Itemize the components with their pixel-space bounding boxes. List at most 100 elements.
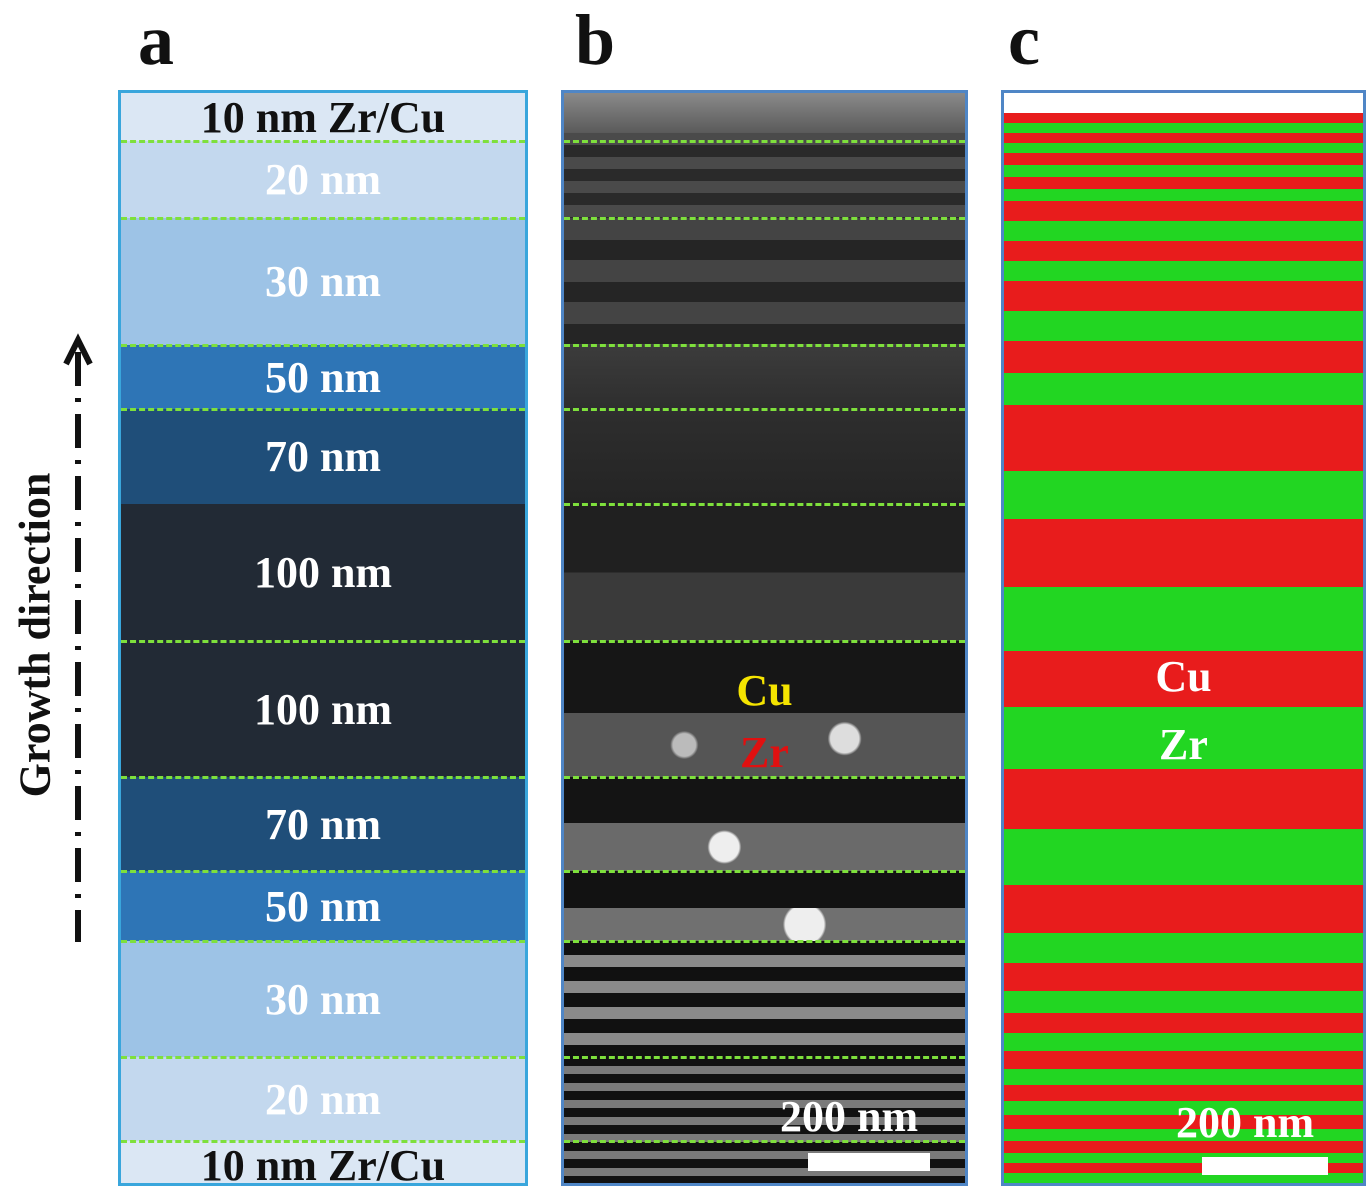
- growth-direction-label: Growth direction: [10, 472, 60, 798]
- cu-stripe: [1004, 769, 1363, 831]
- zr-stripe: [1004, 373, 1363, 405]
- zr-stripe: [1004, 1069, 1363, 1085]
- cu-stripe: [1004, 153, 1363, 165]
- tem-band-10: [564, 871, 965, 908]
- zr-stripe: [1004, 1129, 1363, 1141]
- tem-band-9: [564, 823, 965, 871]
- tem-band-12: [564, 941, 965, 1057]
- cu-stripe: [1004, 133, 1363, 143]
- cu-stripe: [1004, 1051, 1363, 1069]
- layer-boundary-line: [121, 940, 525, 943]
- tem-band-4: [564, 409, 965, 504]
- tem-boundary-line: [564, 870, 965, 873]
- cu-stripe: [1004, 281, 1363, 311]
- cu-stripe: [1004, 405, 1363, 471]
- label-cu-map: Cu: [1155, 652, 1212, 701]
- layer-11: 20 nm: [121, 1057, 525, 1141]
- scale-bar-label-c: 200 nm: [1176, 1098, 1315, 1147]
- layer-10: 30 nm: [121, 941, 525, 1057]
- tem-band-1: [564, 133, 965, 218]
- growth-direction-arrow: [63, 333, 93, 942]
- cu-stripe: [1004, 885, 1363, 933]
- layer-9: 50 nm: [121, 871, 525, 941]
- panel-letter-b: b: [575, 0, 616, 80]
- zr-stripe: [1004, 143, 1363, 153]
- layer-8: 70 nm: [121, 777, 525, 871]
- tem-boundary-line: [564, 940, 965, 943]
- tem-boundary-line: [564, 217, 965, 220]
- zr-stripe: [1004, 829, 1363, 885]
- cu-stripe: [1004, 241, 1363, 261]
- tem-band-2: [564, 218, 965, 345]
- cu-stripe: [1004, 1141, 1363, 1153]
- tem-top-region: [564, 93, 965, 133]
- tem-boundary-line: [564, 1140, 965, 1143]
- cu-stripe: [1004, 341, 1363, 373]
- panel-a-schematic: 10 nm Zr/Cu 20 nm 30 nm 50 nm 70 nm 100 nm 100…: [118, 90, 528, 1186]
- zr-stripe: [1004, 189, 1363, 201]
- tem-band-7: [564, 713, 965, 777]
- panel-letter-a: a: [138, 0, 174, 80]
- zr-stripe: [1004, 261, 1363, 281]
- cu-stripe: [1004, 113, 1363, 123]
- zr-stripe: [1004, 1101, 1363, 1115]
- layer-boundary-line: [121, 408, 525, 411]
- tem-band-5: [564, 504, 965, 641]
- layer-7: 100 nm: [121, 641, 525, 777]
- zr-stripe: [1004, 933, 1363, 963]
- layer-5: 70 nm: [121, 409, 525, 504]
- panel-letter-c: c: [1008, 0, 1040, 80]
- cu-stripe: [1004, 963, 1363, 991]
- layer-3: 30 nm: [121, 218, 525, 345]
- zr-stripe: [1004, 311, 1363, 341]
- layer-6: 100 nm: [121, 504, 525, 641]
- layer-boundary-line: [121, 1056, 525, 1059]
- cu-stripe: [1004, 1085, 1363, 1101]
- zr-stripe: [1004, 471, 1363, 519]
- tem-band-8: [564, 777, 965, 823]
- layer-2: 20 nm: [121, 141, 525, 218]
- tem-boundary-line: [564, 503, 965, 506]
- label-cu-tem: Cu: [736, 666, 793, 715]
- zr-stripe: [1004, 991, 1363, 1013]
- panel-b-tem-image: Cu Zr 200 nm: [561, 90, 968, 1186]
- tem-band-11: [564, 908, 965, 941]
- zr-stripe: [1004, 1173, 1363, 1183]
- layer-4: 50 nm: [121, 345, 525, 409]
- panel-c-eds-map: Cu Zr 200 nm: [1001, 90, 1366, 1186]
- layer-boundary-line: [121, 776, 525, 779]
- cu-stripe: [1004, 201, 1363, 221]
- tem-boundary-line: [564, 408, 965, 411]
- zr-stripe: [1004, 123, 1363, 133]
- cu-stripe: [1004, 1013, 1363, 1033]
- layer-boundary-line: [121, 870, 525, 873]
- tem-boundary-line: [564, 344, 965, 347]
- layer-boundary-line: [121, 217, 525, 220]
- layer-1: 10 nm Zr/Cu: [121, 93, 525, 142]
- tem-boundary-line: [564, 1056, 965, 1059]
- zr-stripe: [1004, 1033, 1363, 1051]
- zr-stripe: [1004, 1153, 1363, 1163]
- layer-boundary-line: [121, 344, 525, 347]
- cu-stripe: [1004, 1163, 1363, 1173]
- label-zr-tem: Zr: [740, 728, 789, 777]
- tem-boundary-line: [564, 140, 965, 143]
- layer-12: 10 nm Zr/Cu: [121, 1141, 525, 1183]
- label-zr-map: Zr: [1159, 720, 1208, 769]
- layer-boundary-line: [121, 1140, 525, 1143]
- tem-boundary-line: [564, 640, 965, 643]
- layer-boundary-line: [121, 640, 525, 643]
- scale-bar-c: [1202, 1157, 1328, 1175]
- cu-stripe: [1004, 519, 1363, 587]
- scale-bar-label-b: 200 nm: [780, 1092, 919, 1141]
- zr-stripe: [1004, 221, 1363, 241]
- cu-stripe: [1004, 1115, 1363, 1129]
- zr-stripe: [1004, 707, 1363, 769]
- cu-stripe: [1004, 177, 1363, 189]
- tem-band-3: [564, 345, 965, 409]
- scale-bar-b: [808, 1153, 930, 1171]
- zr-stripe: [1004, 587, 1363, 651]
- zr-stripe: [1004, 165, 1363, 177]
- tem-band-6: [564, 641, 965, 713]
- layer-boundary-line: [121, 140, 525, 143]
